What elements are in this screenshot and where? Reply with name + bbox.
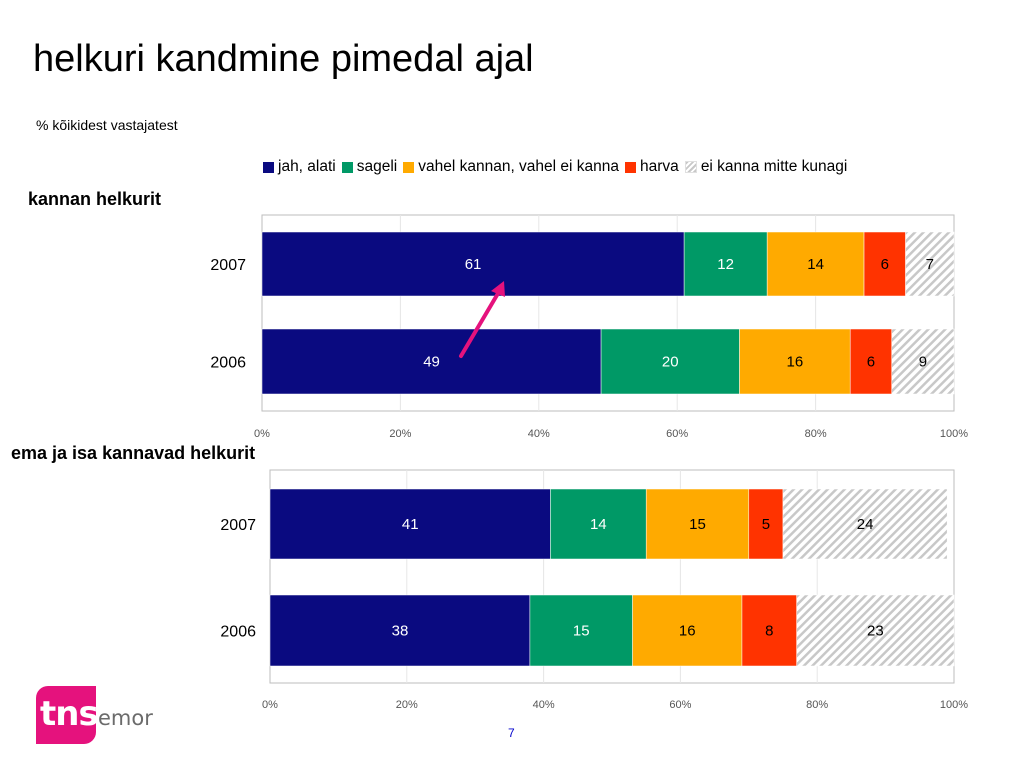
category-label-2006: 2006: [220, 624, 256, 641]
x-tick-label: 40%: [533, 699, 555, 711]
bar-vahel-kannan-vahel-ei-kanna-2006: [739, 328, 851, 395]
legend-label-never: ei kanna mitte kunagi: [700, 158, 848, 175]
legend-label-sometimes: vahel kannan, vahel ei kanna: [418, 158, 620, 175]
legend-item-often: sageli: [341, 158, 398, 176]
tns-emor-logo: tns emor: [36, 684, 153, 746]
legend-label-rarely: harva: [640, 158, 679, 175]
bar-ei-kanna-mitte-kunagi-2006: [891, 328, 955, 395]
growth-arrow: [459, 288, 502, 358]
logo-badge: tns: [36, 686, 99, 744]
legend-swatch-always: [263, 161, 274, 173]
legend-item-always: jah, alati: [263, 158, 336, 176]
page-number: 7: [508, 726, 515, 740]
data-label: 7: [926, 256, 934, 273]
bar-ei-kanna-mitte-kunagi-2007: [782, 488, 948, 560]
data-label: 23: [867, 623, 884, 640]
bar-jah-alati-2007: [261, 231, 685, 297]
x-tick-label: 20%: [389, 428, 411, 440]
data-label: 16: [786, 354, 803, 371]
data-label: 5: [762, 516, 770, 533]
bar-ei-kanna-mitte-kunagi-2007: [905, 231, 955, 297]
bar-vahel-kannan-vahel-ei-kanna-2006: [632, 594, 743, 667]
slide-title: helkuri kandmine pimedal ajal: [33, 38, 534, 80]
legend-item-sometimes: vahel kannan, vahel ei kanna: [403, 158, 619, 176]
bar-jah-alati-2006: [269, 594, 531, 667]
data-label: 61: [465, 256, 482, 273]
data-label: 6: [867, 354, 875, 371]
legend-swatch-often: [341, 161, 353, 173]
legend-item-never: ei kanna mitte kunagi: [684, 158, 848, 176]
x-tick-label: 0%: [262, 699, 278, 711]
growth-arrow-head: [491, 281, 505, 297]
bar-harva-2007: [863, 231, 906, 297]
data-label: 24: [857, 516, 874, 533]
x-tick-label: 40%: [528, 428, 550, 440]
logo-wordmark: tns: [40, 694, 99, 734]
data-label: 8: [765, 623, 773, 640]
slide-subtitle: % kõikidest vastajatest: [36, 117, 178, 133]
data-label: 6: [881, 256, 889, 273]
bar-vahel-kannan-vahel-ei-kanna-2007: [645, 488, 750, 560]
legend-swatch-sometimes: [403, 161, 415, 173]
legend-swatch-rarely: [625, 161, 637, 173]
bar-sageli-2006: [600, 328, 740, 395]
legend-label-always: jah, alati: [278, 158, 336, 175]
data-label: 49: [423, 354, 440, 371]
data-label: 20: [662, 354, 679, 371]
data-label: 9: [919, 354, 927, 371]
bar-sageli-2007: [683, 231, 768, 297]
x-tick-label: 20%: [396, 699, 418, 711]
data-label: 38: [392, 623, 409, 640]
legend-item-rarely: harva: [625, 158, 679, 176]
x-tick-label: 80%: [806, 699, 828, 711]
chart-legend: jah, alati sageli vahel kannan, vahel ei…: [263, 157, 853, 177]
chart-title-own: kannan helkurit: [28, 189, 162, 209]
chart-title-parents: ema ja isa kannavad helkurit: [11, 443, 256, 463]
bar-harva-2006: [849, 328, 892, 395]
x-tick-label: 60%: [666, 428, 688, 440]
logo-suffix: emor: [98, 706, 153, 730]
data-label: 14: [590, 516, 607, 533]
bar-harva-2006: [741, 594, 797, 667]
bar-sageli-2006: [529, 594, 633, 667]
data-label: 14: [807, 256, 824, 273]
x-tick-label: 80%: [805, 428, 827, 440]
bar-jah-alati-2007: [269, 488, 551, 560]
legend-label-often: sageli: [356, 158, 398, 175]
category-label-2007: 2007: [210, 257, 246, 274]
x-tick-label: 100%: [940, 428, 968, 440]
legend-swatch-never: [684, 161, 697, 173]
data-label: 15: [573, 623, 590, 640]
category-label-2006: 2006: [210, 355, 246, 372]
data-label: 12: [717, 256, 734, 273]
x-tick-label: 0%: [254, 428, 270, 440]
bar-vahel-kannan-vahel-ei-kanna-2007: [766, 231, 865, 297]
data-label: 16: [679, 623, 696, 640]
bar-ei-kanna-mitte-kunagi-2006: [796, 594, 955, 667]
x-tick-label: 100%: [940, 699, 968, 711]
x-tick-label: 60%: [669, 699, 691, 711]
category-label-2007: 2007: [220, 517, 256, 534]
bar-jah-alati-2006: [261, 328, 602, 395]
bar-harva-2007: [748, 488, 784, 560]
data-label: 41: [402, 516, 419, 533]
bar-sageli-2007: [550, 488, 647, 560]
data-label: 15: [689, 516, 706, 533]
